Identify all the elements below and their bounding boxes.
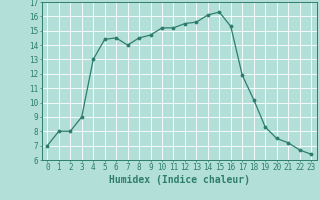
X-axis label: Humidex (Indice chaleur): Humidex (Indice chaleur) — [109, 175, 250, 185]
